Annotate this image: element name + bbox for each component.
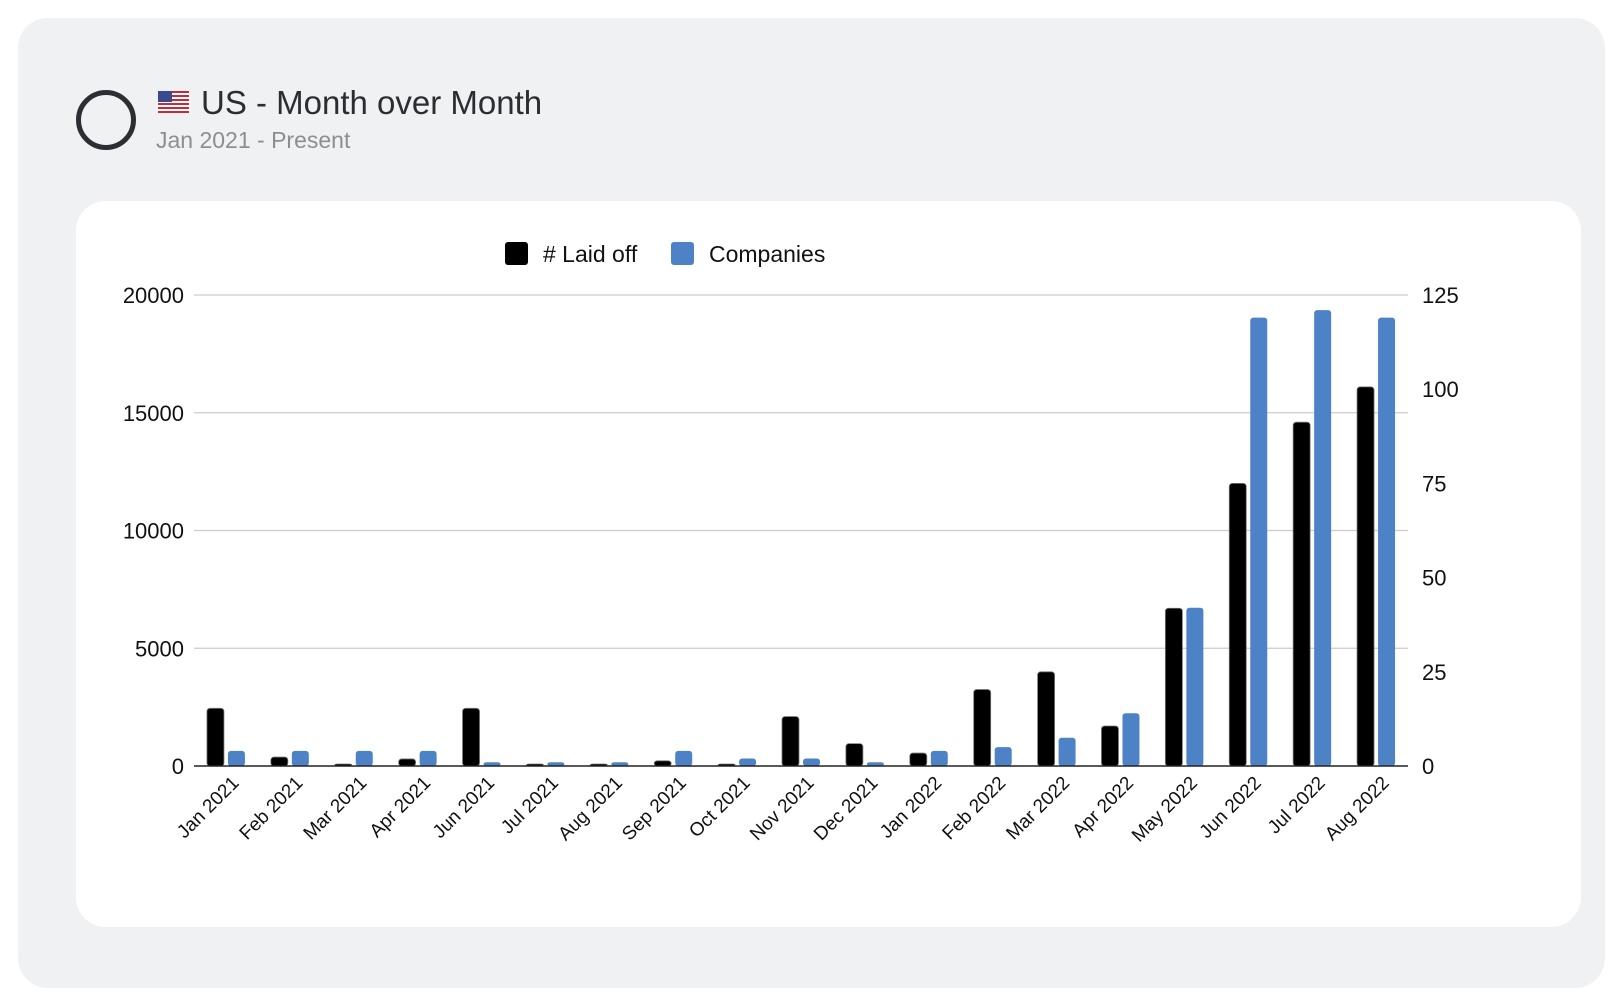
category-tick-label: Jul 2021 (497, 773, 563, 839)
category-tick-label: Jul 2022 (1264, 773, 1330, 839)
category-tick-label: Sep 2021 (618, 773, 690, 845)
bar-companies[interactable] (994, 747, 1012, 766)
bar-laid-off[interactable] (1356, 386, 1375, 767)
legend-label-companies[interactable]: Companies (709, 241, 825, 267)
bar-companies[interactable] (291, 750, 309, 766)
bar-laid-off[interactable] (462, 707, 480, 767)
category-tick-label: Mar 2021 (300, 773, 372, 845)
left-axis-tick-label: 15000 (123, 401, 184, 426)
circle-outline-icon[interactable] (76, 90, 136, 150)
left-axis-tick-label: 10000 (123, 519, 184, 544)
legend-swatch-companies[interactable] (671, 242, 694, 265)
bar-laid-off[interactable] (1292, 421, 1311, 767)
category-tick-label: Oct 2021 (685, 773, 754, 842)
right-axis-tick-label: 125 (1422, 283, 1459, 308)
bar-laid-off[interactable] (909, 752, 928, 767)
chart-subtitle: Jan 2021 - Present (156, 127, 351, 153)
category-tick-label: Nov 2021 (746, 773, 818, 845)
left-axis-tick-label: 20000 (123, 283, 184, 308)
bar-companies[interactable] (803, 758, 820, 766)
right-axis-tick-label: 25 (1422, 660, 1446, 685)
bar-laid-off[interactable] (781, 716, 800, 767)
right-axis-tick-label: 75 (1422, 471, 1446, 496)
bar-laid-off[interactable] (1101, 725, 1119, 767)
bar-companies[interactable] (611, 762, 629, 766)
bar-companies[interactable] (866, 762, 884, 766)
category-tick-label: Mar 2022 (1002, 773, 1074, 845)
category-tick-label: Apr 2021 (366, 773, 435, 842)
bar-laid-off[interactable] (206, 707, 225, 767)
legend[interactable]: # Laid off Companies (505, 241, 825, 267)
category-tick-label: Jun 2022 (1196, 773, 1266, 843)
legend-label-laid-off[interactable]: # Laid off (543, 241, 638, 267)
bar-laid-off[interactable] (1228, 482, 1247, 767)
bar-laid-off[interactable] (398, 758, 417, 767)
bar-companies[interactable] (739, 758, 757, 766)
chart-title: US - Month over Month (201, 84, 543, 121)
category-tick-label: Aug 2022 (1321, 773, 1393, 845)
bar-companies[interactable] (1378, 317, 1396, 766)
category-tick-label: Jan 2021 (173, 773, 243, 843)
right-axis-tick-label: 50 (1422, 566, 1446, 591)
right-axis-tick-label: 0 (1422, 754, 1434, 779)
bar-companies[interactable] (419, 750, 437, 766)
bar-companies[interactable] (1122, 713, 1140, 766)
bar-laid-off[interactable] (845, 743, 864, 767)
category-tick-label: Jan 2022 (876, 773, 946, 843)
bar-companies[interactable] (547, 762, 565, 766)
bar-companies[interactable] (1250, 317, 1268, 766)
left-axis-tick-label: 0 (172, 754, 184, 779)
bar-laid-off[interactable] (1037, 671, 1055, 767)
bar-companies[interactable] (1058, 737, 1076, 766)
left-axis-tick-label: 5000 (135, 636, 184, 661)
us-flag-icon (158, 91, 189, 113)
gridlines (194, 294, 1408, 649)
legend-swatch-laid-off[interactable] (505, 242, 528, 265)
bar-chart: 0 5000 10000 15000 20000 0 25 50 75 100 125 Jan 202… (123, 241, 1459, 847)
bar-companies[interactable] (930, 750, 948, 766)
category-tick-label: Aug 2021 (554, 773, 626, 845)
bar-laid-off[interactable] (1164, 607, 1183, 767)
right-axis-tick-label: 100 (1422, 377, 1459, 402)
category-tick-label: Dec 2021 (810, 773, 882, 845)
bar-companies[interactable] (1314, 310, 1332, 766)
bar-laid-off[interactable] (973, 689, 992, 767)
bar-companies[interactable] (483, 762, 501, 766)
category-tick-label: Jun 2021 (429, 773, 499, 843)
bar-companies[interactable] (1186, 607, 1204, 766)
category-tick-label: Feb 2021 (236, 773, 308, 845)
category-tick-label: Feb 2022 (939, 773, 1011, 845)
bar-companies[interactable] (227, 750, 245, 766)
bars (206, 310, 1396, 767)
bar-companies[interactable] (675, 750, 693, 766)
bar-laid-off[interactable] (270, 756, 289, 767)
bar-companies[interactable] (355, 750, 373, 766)
category-tick-label: May 2022 (1128, 773, 1202, 847)
chart-panel: 0 5000 10000 15000 20000 0 25 50 75 100 125 Jan 202… (76, 201, 1581, 927)
chart-card: US - Month over Month Jan 2021 - Present… (18, 18, 1605, 988)
